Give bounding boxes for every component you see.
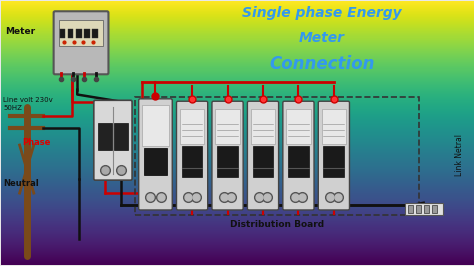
Bar [68,29,73,38]
Bar [424,205,429,213]
Bar [92,29,98,38]
Bar [217,146,238,177]
Bar [416,205,421,213]
Text: Link Netral: Link Netral [455,134,464,176]
FancyBboxPatch shape [176,101,208,210]
Bar [144,148,167,175]
Bar [76,29,82,38]
Text: Connection: Connection [269,55,375,73]
Bar [288,146,309,177]
Bar [251,109,275,144]
FancyBboxPatch shape [247,101,279,210]
Text: Neutral: Neutral [3,179,39,188]
Bar [59,20,103,46]
Bar [253,146,273,177]
FancyBboxPatch shape [54,11,109,74]
Text: Phase: Phase [22,138,50,147]
Bar [98,123,111,150]
FancyBboxPatch shape [283,101,314,210]
Bar [408,205,413,213]
Bar [215,109,240,144]
Bar [60,29,65,38]
FancyBboxPatch shape [139,99,172,210]
Bar [321,109,346,144]
Bar [84,29,90,38]
Bar [405,203,443,215]
Bar [114,123,128,150]
Text: Meter: Meter [299,31,345,45]
Bar [142,105,169,146]
Text: Line volt 230v
50HZ: Line volt 230v 50HZ [3,97,53,111]
Text: Meter: Meter [5,27,36,36]
Bar [432,205,438,213]
Bar [136,97,419,215]
Text: Distribution Board: Distribution Board [230,220,324,229]
Bar [286,109,311,144]
FancyBboxPatch shape [212,101,243,210]
Bar [182,146,202,177]
Bar [180,109,204,144]
FancyBboxPatch shape [94,100,132,180]
Text: Single phase Energy: Single phase Energy [242,6,402,20]
FancyBboxPatch shape [318,101,349,210]
Bar [323,146,344,177]
